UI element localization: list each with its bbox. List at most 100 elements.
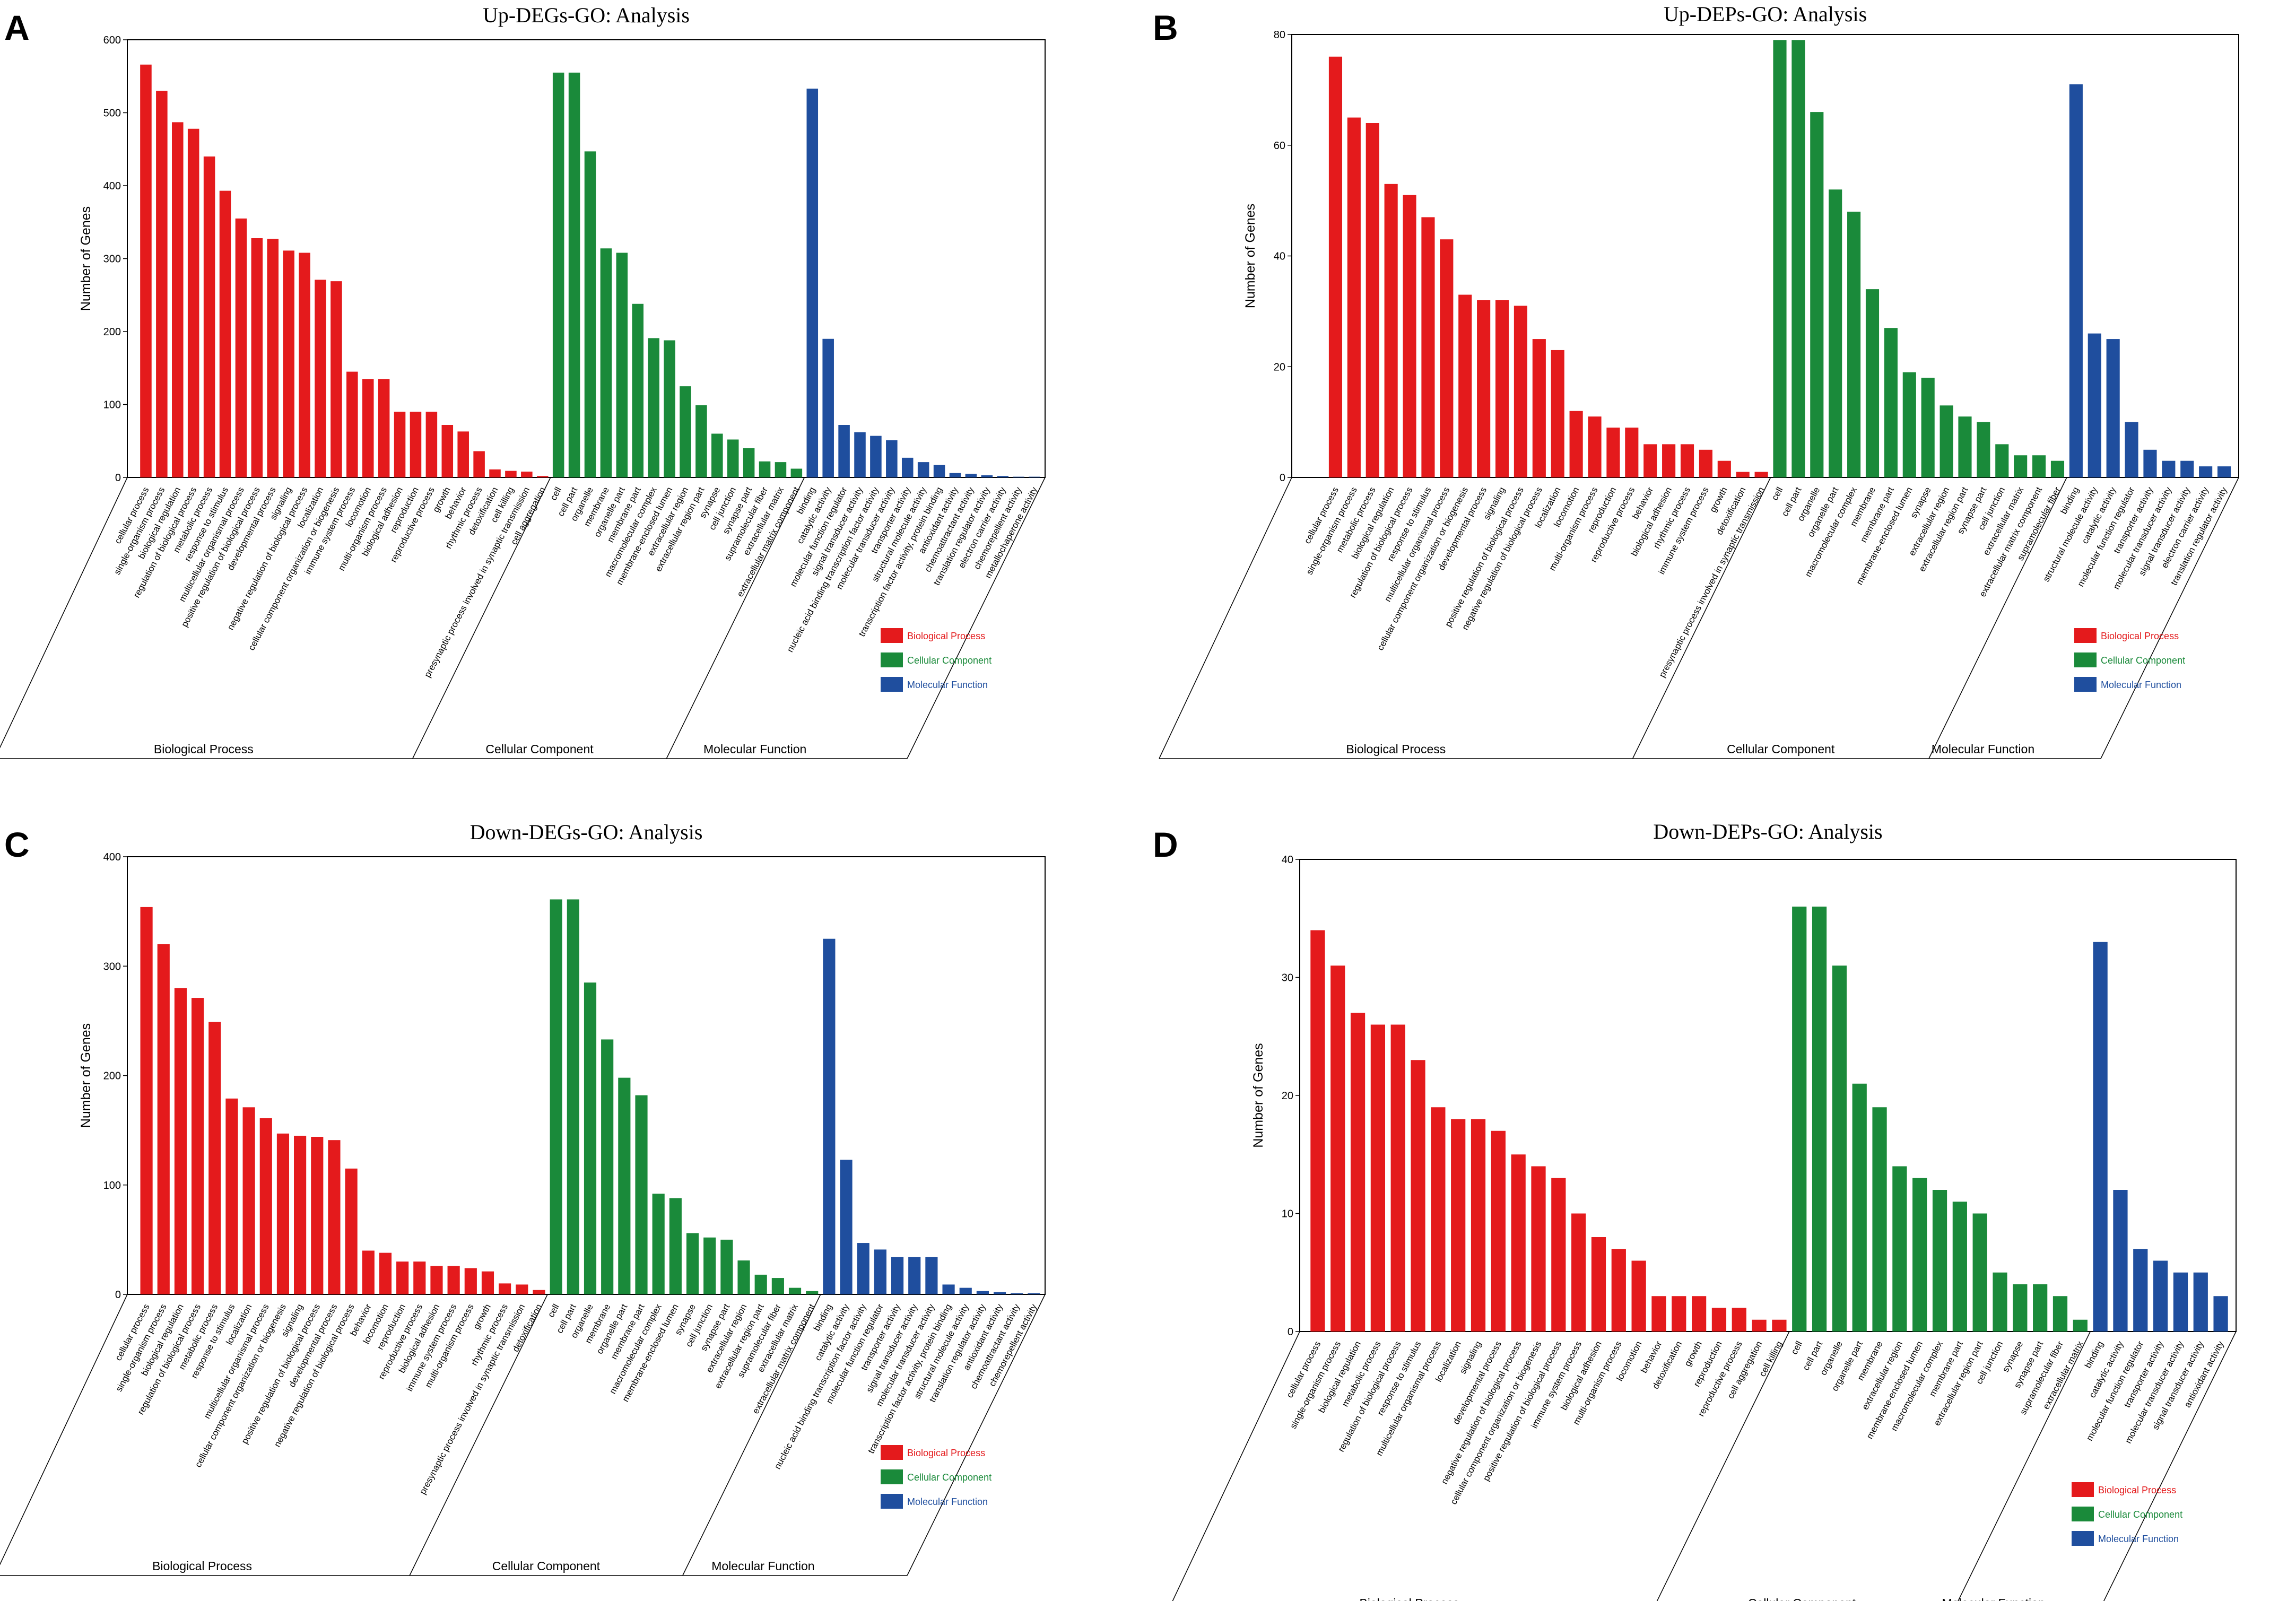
bar [345,1168,358,1294]
bar [378,379,390,477]
bar [1791,40,1805,477]
bar [489,469,501,477]
y-tick-label: 100 [103,1180,121,1191]
y-tick-label: 10 [1282,1208,1293,1220]
bar [933,465,945,477]
y-tick-label: 20 [1282,1090,1293,1102]
bar [1884,328,1898,477]
y-tick-label: 500 [103,108,121,119]
bar [2069,84,2083,477]
bar [346,371,358,477]
x-tick-label: growth [1682,1339,1704,1368]
bar [2050,460,2065,477]
legend-label: Cellular Component [2101,655,2185,666]
bar [1431,1107,1446,1332]
bar [1852,1083,1867,1332]
x-tick-label: cellular component organization or bioge… [1375,485,1470,652]
bar [441,425,454,477]
y-tick-label: 80 [1274,29,1285,41]
bar [1588,416,1602,477]
bar [2032,455,2046,477]
bar [854,432,866,477]
legend-label: Biological Process [907,631,985,641]
bar [806,89,819,477]
bar [874,1249,886,1294]
bar [1384,184,1398,477]
legend-label: Biological Process [2101,631,2179,641]
bar [695,405,707,477]
bar [925,1257,938,1294]
bar [362,1250,375,1294]
bar [857,1243,869,1294]
bar [1972,1213,1987,1332]
bar [1995,444,2009,477]
bar [1591,1237,1606,1332]
bar [2213,1296,2228,1332]
group-divider [1928,477,2067,759]
bar [1773,40,1787,477]
bar [1977,422,1990,477]
bar [568,72,580,477]
bar [949,473,961,477]
panel-a: A Up-DEGs-GO: Analysis Number of Genes 0 100… [0,3,1046,759]
bar [1403,195,1416,477]
group-label: Molecular Function [703,742,806,756]
bar [174,988,187,1294]
bar [822,338,834,477]
group-label: Biological Process [1359,1596,1459,1601]
bar [806,1291,819,1294]
bar [362,379,374,477]
bar [1451,1119,1466,1332]
bar [2180,460,2194,477]
y-axis-label: Number of Genes [1251,1043,1266,1147]
group-label: Biological Process [154,742,254,756]
x-tick-label: cell [1789,1339,1805,1356]
bar [584,982,597,1294]
bar [965,474,977,477]
bar [2053,1296,2068,1332]
bar [1569,411,1583,477]
bar [823,938,836,1294]
panel-b: B Up-DEPs-GO: Analysis Number of Genes 0 20 4… [1153,2,2239,759]
bar [790,468,803,477]
bar [1411,1060,1425,1332]
bar [2199,466,2213,477]
legend-swatch [2074,677,2097,692]
bar [1912,1178,1927,1332]
y-tick-label: 600 [103,34,121,46]
bar [1606,428,1620,477]
bar [550,899,562,1294]
group-divider [412,477,551,759]
bar [2153,1260,2168,1332]
bar [1717,460,1731,477]
bar [648,338,659,477]
bar [208,1022,221,1294]
y-tick-label: 400 [103,851,121,863]
bar [632,303,644,477]
legend-swatch [881,628,903,643]
bar [311,1137,324,1294]
bar [267,239,279,477]
bar [664,340,675,477]
bar [1028,1293,1040,1294]
bar [172,122,184,477]
bar [1662,444,1676,477]
bar [838,425,850,477]
bar [1571,1213,1586,1332]
bar [499,1283,511,1294]
bar [481,1271,494,1294]
bar [464,1268,477,1294]
bar [315,280,326,477]
legend-label: Molecular Function [907,1496,988,1507]
bar [1631,1260,1646,1332]
bar [1440,239,1454,477]
bar [1491,1130,1506,1332]
bar [294,1135,307,1294]
panel-letter: C [4,825,30,864]
bar [840,1160,853,1294]
bar [1993,1272,2007,1332]
bar [552,72,564,477]
y-tick-label: 20 [1274,361,1285,373]
bar [1328,56,1343,477]
bar [981,475,993,477]
